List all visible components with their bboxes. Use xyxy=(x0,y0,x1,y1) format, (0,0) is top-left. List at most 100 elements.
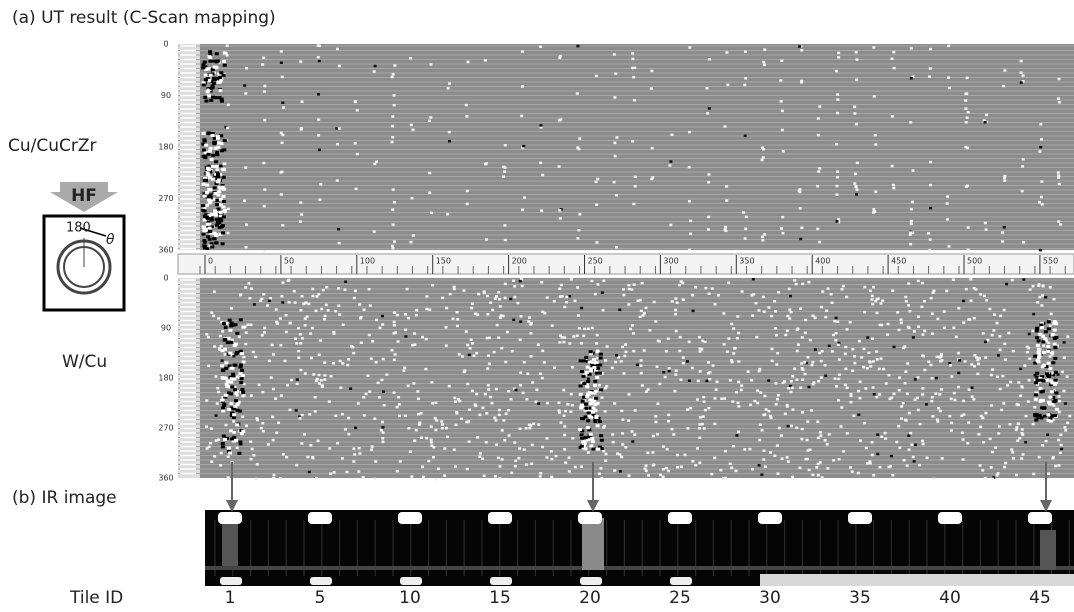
scan-dot xyxy=(498,297,502,301)
scan-dot xyxy=(478,413,482,417)
scan-dot xyxy=(659,473,663,477)
scan-dot xyxy=(355,109,359,112)
flaw-dot xyxy=(594,396,599,400)
flaw-dot xyxy=(1053,371,1058,375)
scan-dot xyxy=(631,52,635,55)
scan-dot xyxy=(527,320,531,323)
scan-dot xyxy=(498,316,502,319)
flaw-dot xyxy=(213,79,218,83)
scan-dot xyxy=(686,427,690,430)
scan-dot xyxy=(917,325,921,329)
scan-dot xyxy=(627,283,631,287)
scan-dot xyxy=(344,280,348,283)
scan-dot xyxy=(299,309,303,312)
scan-dot xyxy=(985,299,989,302)
flaw-dot xyxy=(202,238,207,242)
scan-dot xyxy=(1016,403,1020,407)
scan-dot xyxy=(300,213,304,216)
flaw-dot xyxy=(222,51,227,55)
scan-dot xyxy=(698,427,702,430)
scan-dot xyxy=(789,310,793,314)
scan-dot xyxy=(507,434,511,437)
flaw-dot xyxy=(1042,414,1047,418)
scan-dot xyxy=(446,87,450,90)
scan-dot xyxy=(775,444,779,447)
scan-dot xyxy=(550,324,554,327)
flaw-dot xyxy=(1041,340,1046,344)
scan-dot xyxy=(834,385,838,388)
scan-dot xyxy=(1040,180,1044,183)
scan-dot xyxy=(1050,353,1054,356)
flaw-dot xyxy=(587,428,592,432)
scan-dot xyxy=(260,334,264,337)
flaw-dot xyxy=(206,195,211,199)
scan-dot xyxy=(329,375,333,378)
scan-dot xyxy=(280,294,284,298)
scan-dot xyxy=(793,279,797,282)
scan-dot xyxy=(469,338,473,341)
scan-dot xyxy=(540,209,544,212)
scan-dot xyxy=(654,320,658,323)
flaw-dot xyxy=(590,437,595,441)
scan-dot xyxy=(834,69,838,73)
scan-dot xyxy=(678,349,682,353)
scan-dot xyxy=(982,119,986,122)
flaw-dot xyxy=(202,60,207,64)
scan-dot xyxy=(744,77,748,80)
scan-dot xyxy=(486,384,490,387)
scan-dot xyxy=(833,377,837,380)
scan-dot xyxy=(961,458,965,461)
flaw-dot xyxy=(205,67,210,71)
scan-dot xyxy=(875,395,879,399)
scan-dot xyxy=(720,397,724,401)
scan-dot xyxy=(425,436,429,440)
scan-dot xyxy=(1003,465,1007,469)
scan-dot xyxy=(962,321,966,324)
flaw-dot xyxy=(238,365,243,369)
scan-dot xyxy=(834,142,838,146)
scan-dot xyxy=(991,368,995,371)
flaw-dot xyxy=(241,390,246,394)
upper-label: Cu/CuCrZr xyxy=(8,136,97,156)
scan-dot xyxy=(454,465,458,468)
scan-dot xyxy=(868,289,872,293)
scan-dot xyxy=(774,327,778,330)
flaw-dot xyxy=(219,97,224,101)
flaw-dot xyxy=(1040,365,1045,369)
scan-dot xyxy=(557,165,561,168)
scan-dot xyxy=(916,376,920,379)
scan-dot xyxy=(881,299,885,302)
scan-dot xyxy=(622,372,626,375)
scan-dot xyxy=(915,396,919,400)
scan-dot xyxy=(767,379,771,382)
scan-dot xyxy=(800,226,804,230)
scan-dot xyxy=(921,393,925,396)
scan-dot xyxy=(214,439,218,442)
scan-dot xyxy=(1021,74,1025,77)
scan-dot xyxy=(947,44,951,48)
scan-dot xyxy=(500,429,504,432)
scan-dot xyxy=(843,352,847,356)
scan-dot xyxy=(964,92,968,96)
scan-dot xyxy=(855,78,859,81)
scan-dot xyxy=(986,338,990,342)
scan-dot xyxy=(418,423,422,426)
scan-dot xyxy=(605,384,609,388)
scan-dot xyxy=(762,458,766,461)
scan-dot xyxy=(899,321,903,325)
scan-dot xyxy=(633,184,637,188)
scan-dot xyxy=(662,370,666,374)
flaw-dot xyxy=(207,164,212,168)
scan-dot xyxy=(206,335,210,339)
scan-dot xyxy=(562,388,566,392)
scan-dot xyxy=(313,410,317,413)
scan-dot xyxy=(594,180,598,183)
scan-dot xyxy=(314,379,318,383)
scan-dot xyxy=(381,437,385,440)
flaw-dot xyxy=(207,55,212,59)
scan-dot xyxy=(217,438,221,441)
scan-dot xyxy=(465,115,469,118)
scan-dot xyxy=(757,309,761,312)
scan-dot xyxy=(983,221,987,225)
scan-dot xyxy=(877,367,881,371)
